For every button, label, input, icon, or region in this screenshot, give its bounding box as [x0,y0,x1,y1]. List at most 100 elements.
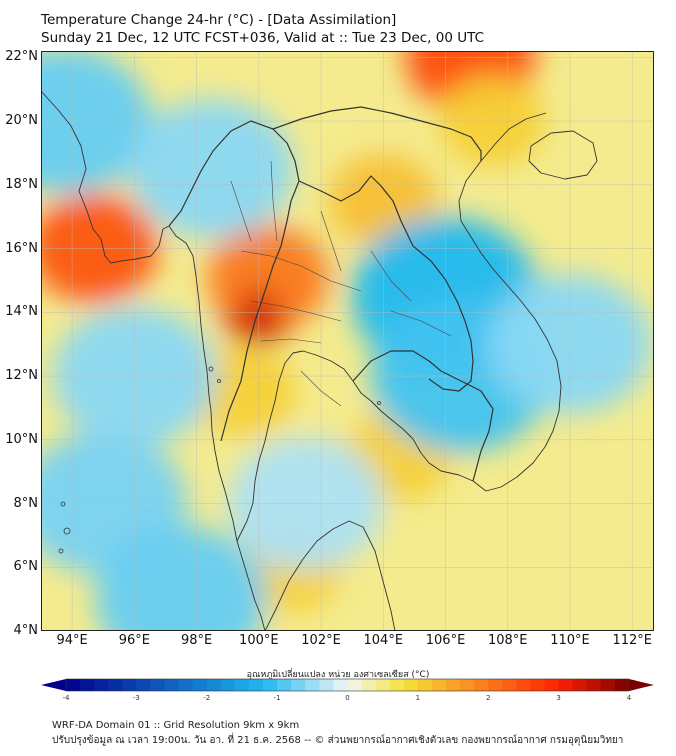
lat-tick-label: 4°N [13,623,39,638]
lat-tick-label: 10°N [5,431,38,447]
indochina-coastline [412,112,562,492]
malay-east-coast [264,520,396,631]
colorbar-segments [66,679,630,691]
colorbar-tick-label: -1 [273,694,281,702]
lon-tick-label: 108°E [487,633,528,648]
anomaly-lower-north-thailand [207,225,330,330]
coastlines-and-borders [41,90,598,631]
colorbar-segment [544,679,560,691]
anomaly-layer [41,51,652,631]
colorbar-segment [234,679,250,691]
colorbar-tick-label: 4 [626,694,632,702]
colorbar-segment [417,679,433,691]
map-title: Temperature Change 24-hr (°C) - [Data As… [41,12,397,28]
colorbar-segment [164,679,180,691]
lat-tick-label: 16°N [5,240,38,256]
colorbar-segment [80,679,95,691]
lon-tick-label: 104°E [363,633,404,648]
myanmar-coastline [41,90,266,631]
colorbar-segment [248,679,264,691]
lat-tick-label: 14°N [5,304,38,320]
lon-tick-label: 96°E [118,633,150,648]
footer-model-info: WRF-DA Domain 01 :: Grid Resolution 9km … [52,720,300,731]
colorbar-extend-left [41,679,66,691]
lat-lon-grid [41,51,654,631]
colorbar-segment [488,679,503,691]
colorbar-segment [122,679,137,691]
colorbar-segment [446,679,461,691]
colorbar-segment [586,679,602,691]
colorbar-segment [502,679,517,691]
colorbar-segment [94,679,109,691]
temperature-change-map [41,51,654,631]
colorbar-segment [347,679,363,691]
anomaly-strait-of-malacca [95,526,267,631]
colorbar-tick-label: -2 [203,694,211,702]
lon-tick-label: 110°E [550,633,590,648]
province-lines [230,160,452,407]
colorbar-segment [558,679,574,691]
colorbar-segment [150,679,166,691]
small-islands [58,366,381,554]
colorbar-segment [361,679,377,691]
colorbar-segment [389,679,405,691]
lon-tick-label: 100°E [239,633,279,648]
colorbar-tick-label: -3 [132,694,140,702]
colorbar-outline [65,678,630,692]
lon-tick-label: 106°E [425,633,466,648]
colorbar-segment [614,679,630,691]
colorbar-extend-right [629,679,654,691]
colorbar [41,678,654,692]
colorbar-tick-label: 0 [345,694,350,702]
anomaly-northern-thailand [130,99,295,239]
colorbar-segment [530,679,546,691]
colorbar-segment [319,679,334,691]
colorbar-segment [403,679,419,691]
lon-tick-label: 98°E [180,633,213,648]
colorbar-segment [220,679,236,691]
country-border-cambodia [352,350,494,482]
lat-tick-label: 12°N [5,368,38,384]
gulf-of-thailand-coast [236,350,414,542]
colorbar-segment [333,679,348,691]
colorbar-segment [192,679,208,691]
colorbar-segment [572,679,588,691]
colorbar-segment [263,679,278,691]
colorbar-segment [305,679,320,691]
colorbar-segment [600,679,616,691]
lat-tick-label: 22°N [5,49,38,65]
anomaly-bay-of-bengal-north [41,51,152,195]
colorbar-segment [375,679,391,691]
colorbar-segment [460,679,475,691]
colorbar-segment [136,679,151,691]
map-border [41,51,654,631]
lon-tick-label: 94°E [56,633,88,648]
colorbar-tick-label: 2 [486,694,491,702]
lat-tick-label: 6°N [13,559,39,575]
map-subtitle: Sunday 21 Dec, 12 UTC FCST+036, Valid at… [41,30,484,46]
colorbar-tick-label: -4 [62,694,70,702]
colorbar-title: อุณหภูมิเปลี่ยนแปลง หน่วย องศาเซลเซียส (… [246,670,430,680]
country-border-vietnam-china [272,106,482,161]
hainan-island [528,130,598,180]
lon-tick-label: 112°E [612,633,652,648]
colorbar-segment [431,679,447,691]
colorbar-tick-label: 3 [556,694,561,702]
colorbar-segment [474,679,489,691]
colorbar-tick-label: 1 [415,694,421,702]
colorbar-segment [108,679,123,691]
lat-tick-label: 8°N [13,495,39,511]
colorbar-segment [66,679,81,691]
colorbar-segment [291,679,306,691]
lat-tick-label: 18°N [5,176,38,192]
colorbar-segment [277,679,292,691]
anomaly-thai-peninsula [190,346,297,438]
country-border-laos [298,175,474,392]
lon-tick-label: 102°E [301,633,341,648]
colorbar-segment [206,679,222,691]
colorbar-segment [178,679,194,691]
map-panel [41,51,654,631]
colorbar-segment [516,679,531,691]
footer-update-info: ปรับปรุงข้อมูล ณ เวลา 19:00น. วัน อา. ที… [52,735,624,746]
lat-tick-label: 20°N [5,113,38,129]
